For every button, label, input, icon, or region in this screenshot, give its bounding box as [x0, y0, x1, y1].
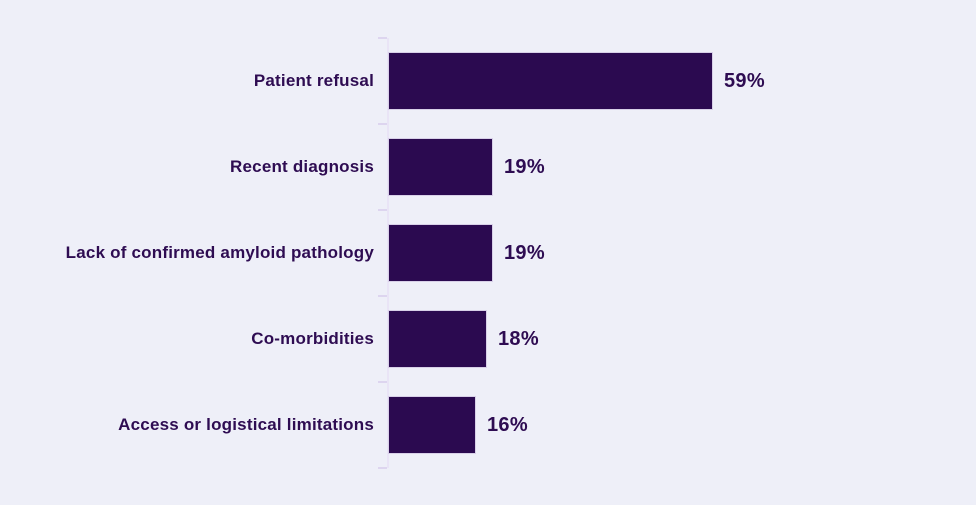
- y-axis-tick: [378, 381, 387, 383]
- category-label: Access or logistical limitations: [118, 414, 374, 434]
- y-axis-tick: [378, 295, 387, 297]
- value-label: 19%: [504, 155, 545, 178]
- value-label: 16%: [487, 413, 528, 436]
- category-label: Patient refusal: [253, 70, 374, 90]
- bar-access-or-logistical-limitations: [388, 396, 476, 454]
- category-label: Recent diagnosis: [230, 156, 374, 176]
- category-label: Co-morbidities: [251, 328, 374, 348]
- bar-patient-refusal: [388, 52, 713, 110]
- category-label: Lack of confirmed amyloid pathology: [65, 242, 374, 262]
- y-axis-tick: [378, 209, 387, 211]
- value-label: 19%: [504, 241, 545, 264]
- chart-row: Patient refusal 59%: [0, 38, 976, 124]
- bar-co-morbidities: [388, 310, 487, 368]
- chart-row: Lack of confirmed amyloid pathology 19%: [0, 210, 976, 296]
- value-label: 18%: [498, 327, 539, 350]
- bar-lack-of-confirmed-amyloid-pathology: [388, 224, 493, 282]
- y-axis-tick: [378, 123, 387, 125]
- chart-row: Recent diagnosis 19%: [0, 124, 976, 210]
- y-axis-tick: [378, 37, 387, 39]
- chart-row: Access or logistical limitations 16%: [0, 382, 976, 468]
- chart-row: Co-morbidities 18%: [0, 296, 976, 382]
- y-axis-tick: [378, 467, 387, 469]
- bar-recent-diagnosis: [388, 138, 493, 196]
- value-label: 59%: [724, 69, 765, 92]
